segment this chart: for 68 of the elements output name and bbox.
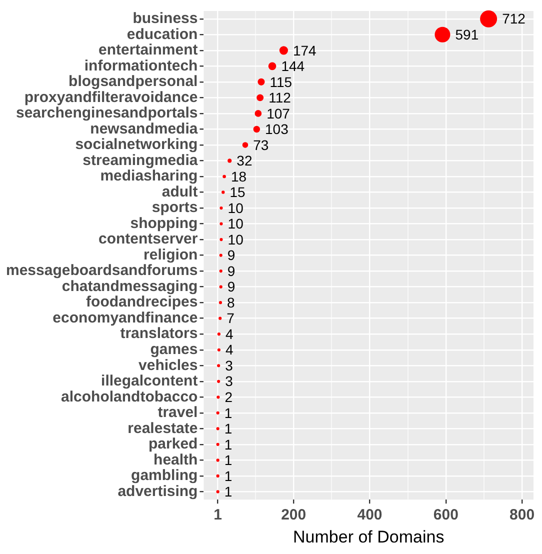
y-tick-label: foodandrecipes: [86, 294, 198, 311]
data-label: 3: [225, 373, 234, 390]
data-label: 3: [225, 357, 234, 374]
y-tick-label: chatandmessaging: [62, 278, 198, 295]
data-label: 32: [236, 152, 252, 169]
data-label: 591: [455, 26, 479, 42]
data-label: 9: [227, 247, 236, 264]
x-tick-label: 400: [357, 506, 382, 524]
y-tick-label: contentserver: [98, 230, 198, 248]
y-tick-label: socialnetworking: [75, 136, 198, 154]
y-tick-label: messageboardsandforums: [6, 262, 198, 280]
data-label: 10: [228, 231, 244, 248]
data-label: 112: [268, 90, 292, 106]
x-tick-label: 200: [281, 506, 306, 524]
y-tick-label: business: [132, 10, 198, 28]
y-tick-label: translators: [120, 325, 198, 342]
y-tick-label: health: [154, 451, 198, 468]
data-label: 73: [253, 136, 269, 153]
y-tick-label: shopping: [130, 214, 198, 232]
y-tick-label: religion: [144, 246, 198, 264]
data-label: 9: [227, 278, 236, 295]
data-label: 2: [224, 389, 233, 406]
x-tick-label: 600: [433, 506, 458, 524]
data-label: 10: [228, 200, 244, 216]
y-tick-label: proxyandfilteravoidance: [24, 88, 198, 106]
x-axis-title: Number of Domains: [293, 527, 444, 546]
data-label: 8: [227, 294, 236, 310]
y-tick-label: advertising: [118, 482, 198, 500]
data-label: 107: [266, 105, 290, 122]
data-label: 1: [224, 404, 232, 421]
y-tick-label: newsandmedia: [90, 120, 198, 138]
x-tick-label: 800: [510, 506, 535, 524]
data-label: 15: [230, 184, 246, 200]
y-tick-label: searchenginesandportals: [16, 104, 198, 122]
y-tick-label: parked: [148, 436, 198, 453]
data-label: 1: [224, 436, 232, 452]
y-tick-label: games: [150, 341, 198, 358]
data-label: 712: [502, 10, 526, 27]
data-label: 7: [226, 310, 235, 326]
data-label: 4: [226, 326, 234, 342]
data-label: 1: [224, 484, 232, 500]
y-tick-label: gambling: [131, 467, 198, 484]
y-tick-label: informationtech: [84, 57, 198, 74]
y-tick-label: illegalcontent: [101, 372, 198, 390]
y-tick-label: sports: [152, 199, 198, 216]
y-tick-label: alcoholandtobacco: [61, 388, 198, 406]
data-label: 9: [227, 262, 236, 279]
y-tick-label: adult: [162, 183, 198, 200]
y-tick-label: realestate: [128, 420, 198, 437]
data-label: 18: [230, 168, 247, 184]
y-tick-label: mediasharing: [100, 168, 198, 185]
y-tick-label: blogsandpersonal: [68, 73, 198, 90]
y-tick-label: entertainment: [98, 42, 198, 59]
data-label: 1: [224, 468, 232, 484]
x-tick-label: 1: [214, 506, 222, 524]
y-tick-label: vehicles: [138, 356, 198, 374]
data-label: 10: [228, 216, 244, 232]
data-label: 144: [281, 58, 305, 74]
y-tick-label: travel: [158, 404, 198, 422]
data-label: 103: [265, 121, 289, 138]
y-tick-label: education: [126, 26, 198, 43]
data-label: 4: [226, 342, 234, 358]
y-tick-label: streamingmedia: [82, 152, 198, 169]
y-tick-label: economyandfinance: [52, 309, 198, 326]
data-label: 174: [292, 42, 317, 58]
data-label: 1: [224, 420, 232, 437]
data-label: 1: [224, 452, 232, 468]
data-label: 115: [270, 74, 292, 90]
